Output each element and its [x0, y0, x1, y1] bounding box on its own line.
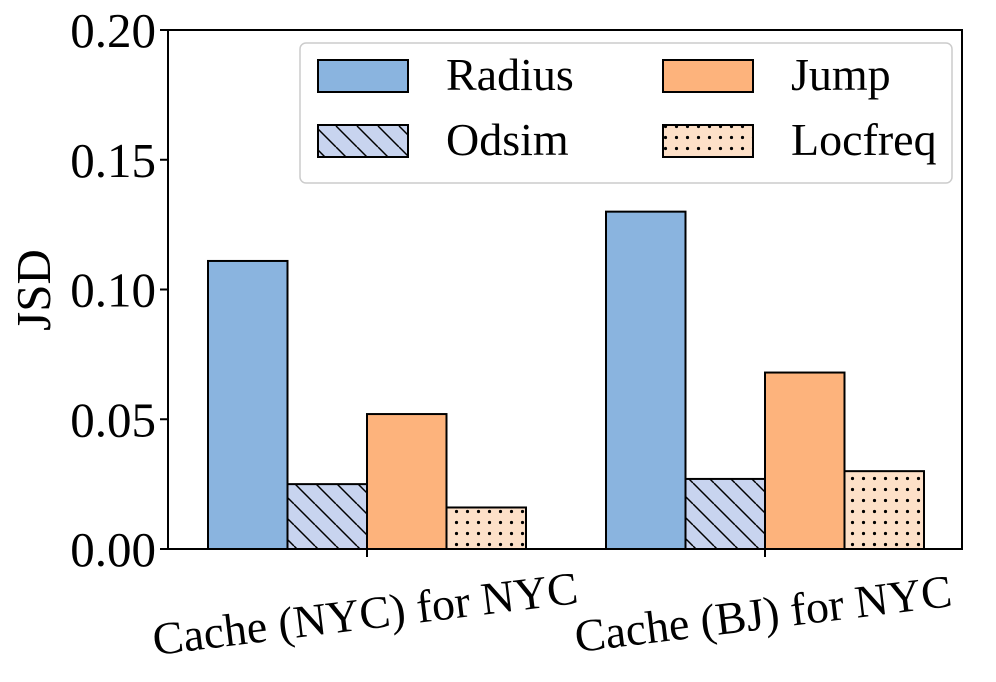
legend-box: [299, 42, 953, 184]
y-tick-label: 0.00: [70, 522, 156, 577]
legend-swatch-locfreq: [662, 124, 754, 158]
x-tick-label: Cache (BJ) for NYC: [572, 565, 955, 662]
bar-odsim-2: [684, 477, 766, 550]
legend-label-jump: Jump: [791, 49, 891, 100]
y-tick-label: 0.10: [70, 263, 156, 318]
bar-jump-2: [764, 371, 846, 551]
y-axis-label: JSD: [6, 249, 61, 331]
legend-swatch-radius: [317, 59, 409, 93]
y-tick-label: 0.20: [70, 3, 156, 58]
bar-locfreq-2: [843, 470, 925, 550]
y-tick-label: 0.15: [70, 133, 156, 188]
legend-label-odsim: Odsim: [446, 114, 569, 165]
legend: Radius Odsim Jump Locfreq: [299, 42, 953, 184]
legend-label-radius: Radius: [446, 49, 574, 100]
bar-radius-2: [605, 210, 687, 550]
legend-swatch-odsim: [317, 124, 409, 158]
legend-swatch-jump: [662, 59, 754, 93]
x-tick-label: Cache (NYC) for NYC: [150, 562, 581, 665]
legend-label-locfreq: Locfreq: [791, 114, 937, 165]
bar-locfreq-1: [445, 506, 527, 551]
bars-layer: [207, 210, 925, 551]
bar-odsim-1: [286, 483, 368, 550]
y-tick-label: 0.05: [70, 392, 156, 447]
bar-jump-1: [366, 413, 448, 550]
bar-radius-1: [207, 259, 289, 550]
